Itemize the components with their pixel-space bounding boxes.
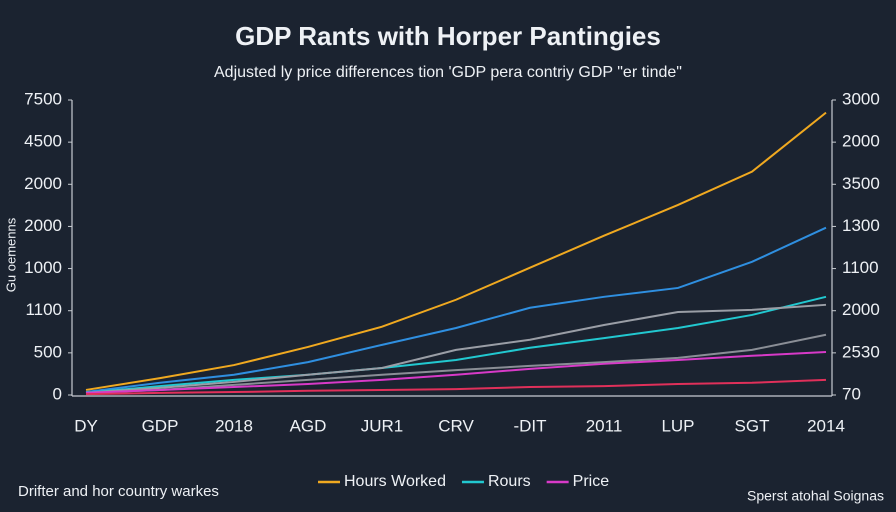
x-tick-label: LUP xyxy=(661,416,694,435)
series-line xyxy=(85,333,827,394)
x-tick-label: 2018 xyxy=(215,416,253,435)
y2-tick-label: 1300 xyxy=(842,216,880,235)
legend-label: Rours xyxy=(488,473,531,490)
series-line xyxy=(85,351,827,394)
y2-tick-label: 2530 xyxy=(842,342,880,361)
series-line xyxy=(85,226,827,394)
series-line xyxy=(85,295,827,394)
y2-tick-label: 70 xyxy=(842,384,861,403)
x-tick-label: JUR1 xyxy=(361,416,404,435)
x-tick-label: CRV xyxy=(438,416,474,435)
y2-tick-label: 1100 xyxy=(842,258,879,277)
y-tick-label: 2000 xyxy=(24,216,62,235)
legend-label: Hours Worked xyxy=(344,473,446,490)
footer-right: Sperst atohal Soignas xyxy=(747,488,884,504)
legend-label: Price xyxy=(573,473,610,490)
chart-title: GDP Rants with Horper Pantingies xyxy=(235,21,661,51)
series-line xyxy=(85,303,827,394)
x-tick-label: SGT xyxy=(735,416,770,435)
x-tick-label: GDP xyxy=(142,416,179,435)
y2-tick-label: 2000 xyxy=(842,300,880,319)
x-tick-label: DY xyxy=(74,416,98,435)
y2-tick-label: 2000 xyxy=(842,132,880,151)
y-tick-label: 0 xyxy=(53,384,62,403)
y2-tick-label: 3000 xyxy=(842,89,880,108)
y-tick-label: 1100 xyxy=(25,300,62,319)
y-tick-label: 1000 xyxy=(24,258,62,277)
x-tick-label: 2011 xyxy=(586,416,623,435)
series-line xyxy=(85,378,827,396)
x-tick-label: -DIT xyxy=(513,416,546,435)
y-axis-label: Gu oemenns xyxy=(3,217,18,292)
y-tick-label: 2000 xyxy=(24,174,62,193)
x-tick-label: 2014 xyxy=(807,416,845,435)
chart-subtitle: Adjusted ly price differences tion 'GDP … xyxy=(214,64,682,81)
y-tick-label: 4500 xyxy=(24,132,62,151)
y-tick-label: 500 xyxy=(34,342,62,361)
x-tick-label: AGD xyxy=(290,416,327,435)
y2-tick-label: 3500 xyxy=(842,174,880,193)
series-line xyxy=(85,111,827,391)
y-tick-label: 7500 xyxy=(24,89,62,108)
footer-left: Drifter and hor country warkes xyxy=(18,483,219,500)
